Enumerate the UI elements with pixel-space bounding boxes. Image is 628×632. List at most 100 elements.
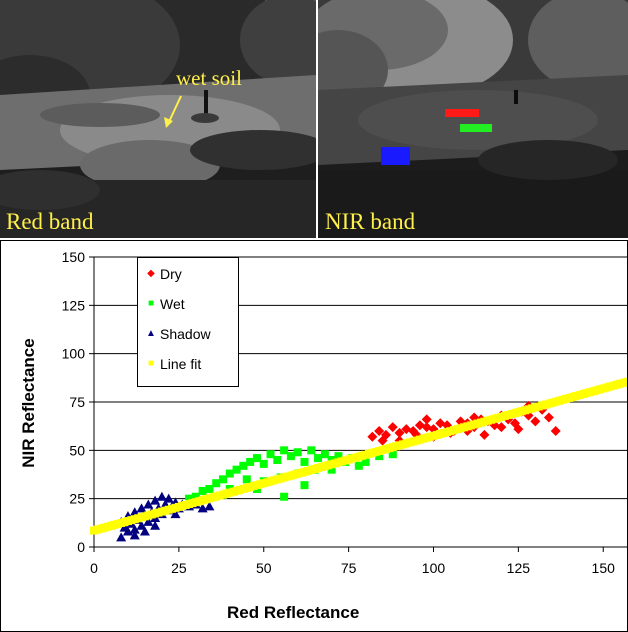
x-tick-label: 0 xyxy=(90,560,98,576)
dry-point xyxy=(479,429,490,440)
y-tick-label: 75 xyxy=(69,394,85,410)
dry-point xyxy=(469,412,480,423)
shadow-point xyxy=(204,501,215,511)
dry-point xyxy=(387,422,398,433)
wet-point xyxy=(198,486,207,495)
shadow-point xyxy=(116,532,127,542)
dry-point xyxy=(367,431,378,442)
dry-point xyxy=(543,412,554,423)
wet-point xyxy=(205,485,214,493)
wet-point xyxy=(300,481,309,490)
dry-point xyxy=(442,420,453,431)
dry-point xyxy=(421,414,432,425)
dry-point xyxy=(414,420,425,431)
dry-sample-marker xyxy=(445,109,479,117)
shadow-point xyxy=(139,526,150,536)
wet-point xyxy=(334,452,343,461)
x-tick-label: 125 xyxy=(507,560,531,576)
y-tick-label: 150 xyxy=(62,249,86,265)
shadow-point xyxy=(150,495,161,505)
dry-point xyxy=(513,424,524,435)
red-band-caption: Red band xyxy=(6,209,94,234)
shadow-point xyxy=(170,509,181,519)
legend-item-shadow: ▲ Shadow xyxy=(146,324,211,344)
wet-point xyxy=(225,469,234,478)
legend-label-dry: Dry xyxy=(160,266,182,282)
wet-point xyxy=(212,479,221,488)
legend-label-line-fit: Line fit xyxy=(160,356,202,372)
diamond-icon: ◆ xyxy=(147,268,155,279)
dry-point xyxy=(523,410,534,421)
wet-point xyxy=(300,457,309,466)
wet-sample-marker xyxy=(460,124,492,132)
y-axis-title: NIR Reflectance xyxy=(19,338,38,468)
wet-point xyxy=(388,450,397,459)
scatter-chart: 0 25 50 75 100 125 150 0 25 50 75 100 125 150 ◆ Dry ■… xyxy=(0,240,628,632)
scatter-chart-plot: 0 25 50 75 100 125 150 0 25 50 75 100 125 150 xyxy=(62,249,627,576)
dry-point xyxy=(374,426,385,436)
wet-point xyxy=(259,459,268,468)
square-icon: ■ xyxy=(147,358,155,369)
triangle-icon: ▲ xyxy=(146,328,156,339)
wet-point xyxy=(232,465,241,474)
x-axis-title: Red Reflectance xyxy=(227,603,360,622)
nir-band-photo: NIR band xyxy=(318,0,628,238)
legend-item-wet: ■ Wet xyxy=(146,294,185,314)
line-fit-point xyxy=(623,377,627,386)
red-band-photo: wet soil Red band xyxy=(0,0,316,238)
shadow-point xyxy=(163,493,174,503)
wet-soil-annotation: wet soil xyxy=(176,66,242,90)
wet-point xyxy=(266,450,275,459)
legend-item-line-fit: ■ Line fit xyxy=(146,354,201,374)
nir-band-image xyxy=(318,0,628,238)
wet-point xyxy=(191,492,200,501)
shadow-sample-marker xyxy=(381,147,410,165)
y-tick-label: 0 xyxy=(77,539,85,555)
wet-point xyxy=(280,492,289,501)
y-tick-label: 100 xyxy=(62,346,86,362)
y-tick-label: 50 xyxy=(69,442,85,458)
wet-point xyxy=(239,461,248,470)
x-tick-label: 75 xyxy=(341,560,357,576)
x-tick-label: 25 xyxy=(171,560,187,576)
wet-point xyxy=(375,452,384,461)
dry-point xyxy=(394,427,405,438)
shadow-point xyxy=(129,507,140,517)
wet-point xyxy=(361,457,370,466)
wet-point xyxy=(280,446,289,455)
shadow-point xyxy=(156,491,167,501)
wet-point xyxy=(327,465,336,474)
legend-label-wet: Wet xyxy=(160,296,185,312)
dry-point xyxy=(496,422,507,433)
wet-point xyxy=(252,454,261,463)
wet-point xyxy=(219,475,228,484)
y-tick-label: 125 xyxy=(62,297,86,313)
legend-item-dry: ◆ Dry xyxy=(146,264,182,284)
shadow-point xyxy=(129,530,140,540)
x-tick-label: 50 xyxy=(256,560,272,576)
wet-point xyxy=(314,454,323,463)
wet-point xyxy=(242,475,251,484)
wet-point xyxy=(286,452,295,461)
shadow-point xyxy=(129,524,140,534)
shadow-point xyxy=(143,499,154,509)
x-tick-label: 100 xyxy=(422,560,446,576)
wet-point xyxy=(185,494,194,503)
wet-point xyxy=(246,457,255,466)
dry-point xyxy=(550,426,561,436)
wet-point xyxy=(320,450,329,459)
shadow-point xyxy=(136,520,147,530)
dry-point xyxy=(377,435,388,446)
wet-point xyxy=(354,461,363,470)
y-tick-label: 25 xyxy=(69,491,85,507)
red-band-image xyxy=(0,0,316,238)
chart-legend: ◆ Dry ■ Wet ▲ Shadow ■ Line fit xyxy=(137,257,239,387)
dry-point xyxy=(530,416,541,427)
legend-label-shadow: Shadow xyxy=(160,326,211,342)
wet-point xyxy=(273,456,282,464)
x-tick-label: 150 xyxy=(592,560,616,576)
shadow-point xyxy=(150,520,161,530)
square-icon: ■ xyxy=(147,298,155,309)
shadow-point xyxy=(143,516,154,526)
nir-band-caption: NIR band xyxy=(325,209,416,234)
